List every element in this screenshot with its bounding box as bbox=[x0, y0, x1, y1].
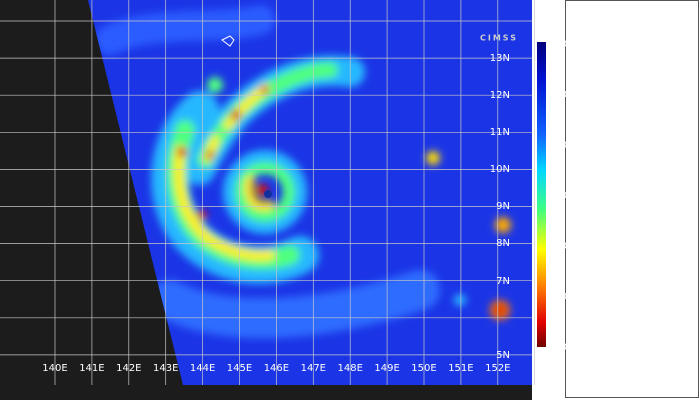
colorbar-tick-label: 160 bbox=[548, 342, 567, 353]
lon-label: 141E bbox=[79, 363, 104, 374]
lon-label: 150E bbox=[411, 363, 436, 374]
lon-label: 145E bbox=[227, 363, 252, 374]
eye bbox=[264, 190, 272, 198]
lat-label: 10N bbox=[490, 164, 510, 175]
island bbox=[221, 35, 235, 47]
colorbar-label: Tb(horz) bbox=[535, 353, 561, 360]
lat-label: 9N bbox=[496, 201, 510, 212]
colorbar-tick-label: 260 bbox=[548, 90, 567, 101]
lat-label: 8N bbox=[496, 238, 510, 249]
lon-label: 146E bbox=[264, 363, 289, 374]
colorbar bbox=[537, 42, 546, 347]
lat-label: 13N bbox=[490, 53, 510, 64]
lon-label: 140E bbox=[42, 363, 67, 374]
lon-label: 144E bbox=[190, 363, 215, 374]
colorbar-tick-label: 180 bbox=[548, 292, 567, 303]
lon-label: 148E bbox=[337, 363, 362, 374]
lon-label: 142E bbox=[116, 363, 141, 374]
lat-label: 12N bbox=[490, 90, 510, 101]
lon-label: 151E bbox=[448, 363, 473, 374]
lat-label: 11N bbox=[490, 127, 510, 138]
side-panel bbox=[565, 0, 699, 398]
lon-label: 152E bbox=[485, 363, 510, 374]
colorbar-tick-label: 280 bbox=[548, 39, 567, 50]
lon-label: 147E bbox=[301, 363, 326, 374]
colorbar-tick-label: 220 bbox=[548, 191, 567, 202]
lat-label: 7N bbox=[496, 276, 510, 287]
colorbar-tick-label: 200 bbox=[548, 241, 567, 252]
colorbar-tick-label: 240 bbox=[548, 140, 567, 151]
grid bbox=[0, 0, 536, 385]
lon-label: 143E bbox=[153, 363, 178, 374]
lon-label: 149E bbox=[374, 363, 399, 374]
lat-label: 5N bbox=[496, 350, 510, 361]
logo: CIMSS bbox=[480, 34, 518, 43]
